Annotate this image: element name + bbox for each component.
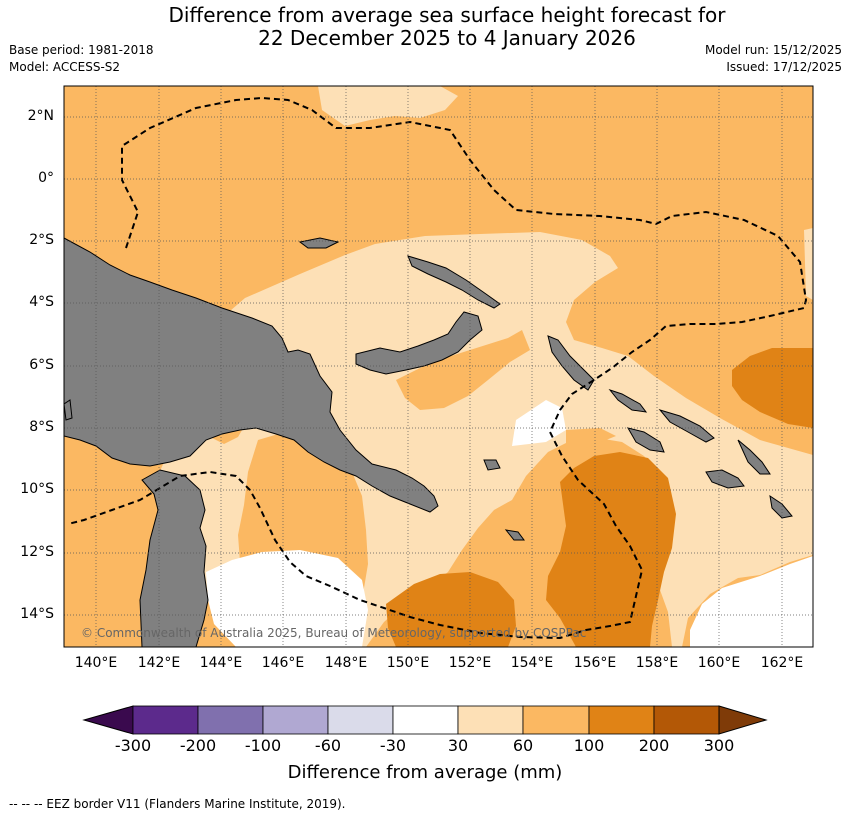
- latitude-tick-label: 6°S: [29, 357, 54, 373]
- colorbar-label: Difference from average (mm): [287, 762, 563, 783]
- map-title: Difference from average sea surface heig…: [0, 4, 850, 50]
- latitude-tick-label: 2°S: [29, 232, 54, 248]
- latitude-tick-label: 14°S: [20, 606, 54, 622]
- longitude-tick-label: 140°E: [74, 655, 118, 671]
- longitude-tick-label: 146°E: [261, 655, 305, 671]
- land-malaita: [658, 409, 715, 443]
- colorbar-tick-label: 200: [638, 736, 670, 755]
- colorbar-swatch: [653, 705, 720, 735]
- colorbar-tick-label: -60: [314, 736, 342, 755]
- latitude-tick-label: 12°S: [20, 544, 54, 560]
- land-new-ireland: [407, 255, 501, 309]
- colorbar-swatch: [327, 705, 394, 735]
- land-bougainville: [547, 335, 595, 391]
- eez-border-line: [67, 96, 808, 640]
- longitude-tick-label: 162°E: [760, 655, 804, 671]
- latitude-tick-label: 10°S: [20, 481, 54, 497]
- land-new-britain: [355, 311, 483, 375]
- longitude-tick-label: 158°E: [635, 655, 679, 671]
- meta-left: Base period: 1981-2018 Model: ACCESS-S2: [9, 42, 154, 76]
- colorbar-swatch: [457, 705, 524, 735]
- land-new-guinea: [64, 237, 439, 513]
- longitude-tick-label: 154°E: [510, 655, 554, 671]
- land-makira: [705, 469, 745, 489]
- colorbar-swatch: [588, 705, 655, 735]
- longitude-tick-label: 160°E: [697, 655, 741, 671]
- land-small-island: [64, 399, 73, 421]
- longitude-tick-label: 152°E: [448, 655, 492, 671]
- light-region-east-edge: [804, 228, 813, 300]
- neutral-region-southwest: [206, 550, 368, 647]
- colorbar-swatch: [132, 705, 199, 735]
- copyright-notice: © Commonwealth of Australia 2025, Bureau…: [81, 626, 587, 640]
- colorbar-tick-label: -100: [244, 736, 282, 755]
- land-cape-york: [139, 469, 209, 647]
- medium-patch-solomon-sea: [396, 330, 530, 410]
- medium-patch-small: [566, 428, 616, 448]
- dark-region-southwest: [386, 572, 516, 647]
- land-small-island: [483, 459, 501, 471]
- base-period: Base period: 1981-2018: [9, 43, 154, 57]
- colorbar-swatch: [392, 705, 459, 735]
- dark-region-east: [732, 348, 813, 428]
- longitude-tick-label: 156°E: [573, 655, 617, 671]
- land-choiseul: [608, 388, 648, 413]
- map-frame: [63, 85, 814, 648]
- title-line-1: Difference from average sea surface heig…: [168, 3, 726, 27]
- land-manus: [298, 237, 340, 249]
- colorbar-extend-high: [718, 705, 768, 735]
- latitude-tick-label: 4°S: [29, 294, 54, 310]
- colorbar-extend-low: [82, 705, 134, 735]
- colorbar-swatch: [197, 705, 264, 735]
- dark-region-south: [546, 452, 676, 647]
- longitude-tick-label: 142°E: [137, 655, 181, 671]
- longitude-tick-label: 148°E: [324, 655, 368, 671]
- model-name: Model: ACCESS-S2: [9, 60, 121, 74]
- model-run: Model run: 15/12/2025: [704, 43, 842, 57]
- title-line-2: 22 December 2025 to 4 January 2026: [258, 26, 636, 50]
- land-small-island: [769, 494, 793, 519]
- colorbar-tick-label: 100: [573, 736, 605, 755]
- latitude-tick-label: 2°N: [27, 108, 54, 124]
- colorbar-swatch: [522, 705, 590, 735]
- colorbar-swatch: [262, 705, 329, 735]
- colorbar-tick-label: -200: [179, 736, 217, 755]
- issued-date: Issued: 17/12/2025: [726, 60, 842, 74]
- latitude-tick-label: 8°S: [29, 419, 54, 435]
- meta-right: Model run: 15/12/2025 Issued: 17/12/2025: [705, 42, 842, 76]
- longitude-tick-label: 150°E: [386, 655, 430, 671]
- colorbar-tick-label: 60: [512, 736, 534, 755]
- latitude-tick-label: 0°: [38, 170, 54, 186]
- colorbar-tick-label: -30: [379, 736, 407, 755]
- colorbar-tick-label: 30: [447, 736, 469, 755]
- longitude-tick-label: 144°E: [199, 655, 243, 671]
- eez-footnote: -- -- -- EEZ border V11 (Flanders Marine…: [9, 797, 346, 811]
- land-small-island: [737, 439, 771, 475]
- graticule: [64, 86, 813, 647]
- light-region-north: [318, 86, 458, 126]
- map-area: [64, 86, 813, 647]
- colorbar-tick-label: 300: [703, 736, 735, 755]
- land-small-island: [504, 529, 525, 541]
- colorbar: [82, 705, 768, 735]
- land-guadalcanal: [626, 427, 665, 453]
- neutral-region-central: [512, 400, 566, 446]
- colorbar-tick-label: -300: [114, 736, 152, 755]
